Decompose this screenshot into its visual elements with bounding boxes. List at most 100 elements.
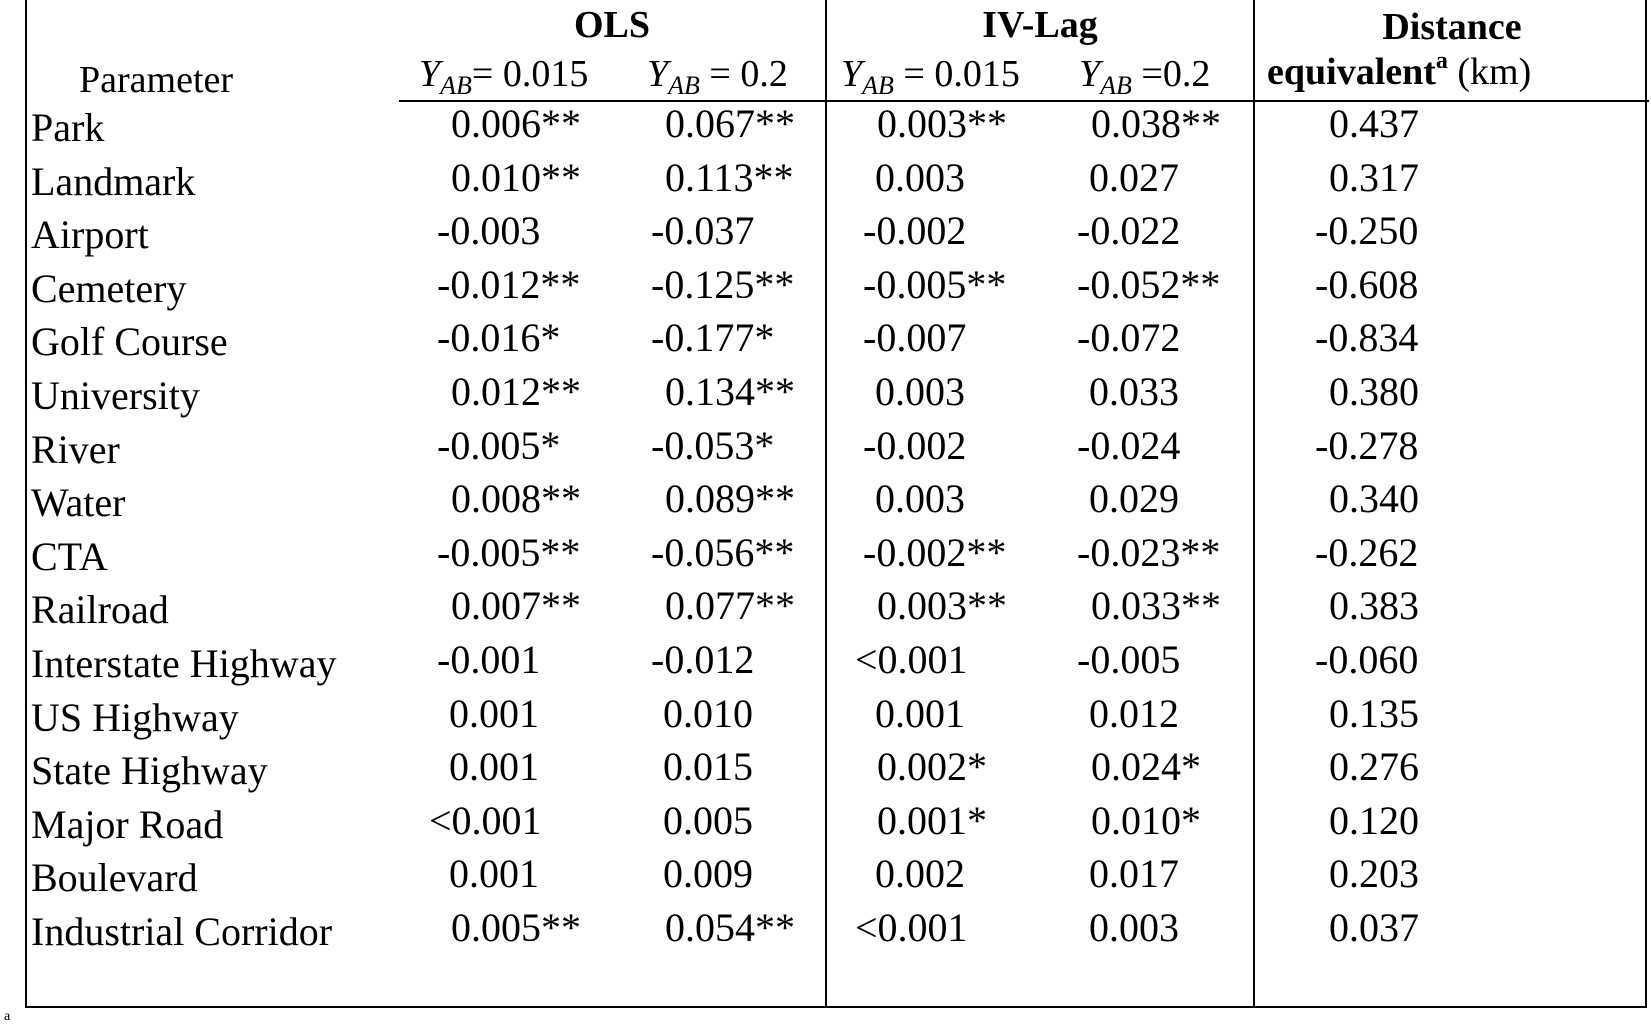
cell-parameter: Park [31,105,105,150]
cell-parameter: US Highway [31,695,239,740]
cell-iv-02: 0.033 [1089,369,1179,414]
cell-iv-0015: -0.002 [863,208,967,253]
cell-ols-0015: 0.001 [449,744,539,789]
cell-iv-0015: 0.001 [875,691,965,736]
cell-iv-0015: 0.003 [875,476,965,521]
y-subscript: AB [862,71,894,100]
cell-ols-02: 0.009 [663,851,753,896]
cell-ols-02: -0.177* [651,315,775,360]
cell-iv-0015: <0.001 [855,637,968,682]
cell-distance: 0.203 [1329,851,1419,896]
cell-parameter: Landmark [31,159,196,204]
footnote-mark: a [4,1009,11,1024]
cell-parameter: Airport [31,212,149,257]
distance-unit-label: (km) [1447,51,1532,93]
cell-ols-0015: 0.007** [451,583,581,628]
cell-distance: -0.262 [1315,530,1419,575]
cell-distance: -0.060 [1315,637,1419,682]
cell-ols-0015: -0.012** [437,262,581,307]
cell-parameter: Cemetery [31,266,187,311]
subheader-ols-0015: YAB= 0.015 [419,50,589,100]
cell-ols-02: 0.077** [665,583,795,628]
cell-iv-02: 0.027 [1089,155,1179,200]
cell-distance: -0.278 [1315,423,1419,468]
subheader-ols-02: YAB = 0.2 [647,50,788,100]
cell-distance: 0.276 [1329,744,1419,789]
cell-iv-02: -0.052** [1077,262,1221,307]
cell-parameter: University [31,373,200,418]
cell-ols-0015: -0.016* [437,315,561,360]
cell-distance: 0.380 [1329,369,1419,414]
subheader-value: = 0.015 [471,53,589,95]
y-subscript: AB [1100,71,1132,100]
footnote-a-marker: a [1435,48,1448,74]
cell-ols-02: 0.089** [665,476,795,521]
cell-iv-0015: -0.005** [863,262,1007,307]
cell-ols-0015: 0.008** [451,476,581,521]
y-symbol: Y [1079,53,1101,95]
cell-iv-02: 0.010* [1091,798,1201,843]
cell-ols-02: 0.134** [665,369,795,414]
cell-iv-02: 0.033** [1091,583,1221,628]
cell-iv-0015: 0.003** [877,583,1007,628]
cell-ols-0015: <0.001 [429,798,542,843]
cell-ols-02: 0.015 [663,744,753,789]
cell-iv-02: 0.024* [1091,744,1201,789]
y-symbol: Y [647,53,669,95]
cell-iv-0015: -0.002** [863,530,1007,575]
group-header-distance: Distance [1382,6,1522,48]
cell-distance: -0.608 [1315,262,1419,307]
cell-parameter: Industrial Corridor [31,909,333,954]
cell-distance: 0.383 [1329,583,1419,628]
cell-distance: 0.340 [1329,476,1419,521]
cell-parameter: Major Road [31,802,224,847]
y-symbol: Y [419,53,441,95]
cell-iv-0015: -0.002 [863,423,967,468]
cell-parameter: Railroad [31,587,169,632]
cell-ols-02: 0.010 [663,691,753,736]
cell-ols-0015: -0.003 [437,208,541,253]
cell-ols-0015: 0.001 [449,851,539,896]
distance-equivalent-label: equivalent [1267,51,1436,93]
cell-iv-02: 0.038** [1091,101,1221,146]
cell-distance: -0.250 [1315,208,1419,253]
cell-iv-0015: 0.003 [875,155,965,200]
cell-ols-02: -0.053* [651,423,775,468]
cell-ols-02: 0.054** [665,905,795,950]
cell-iv-0015: 0.003** [877,101,1007,146]
cell-iv-02: -0.022 [1077,208,1181,253]
y-symbol: Y [841,53,863,95]
subheader-value: = 0.015 [893,53,1020,95]
cell-distance: 0.037 [1329,905,1419,950]
header-rule [399,100,1649,102]
cell-iv-02: 0.029 [1089,476,1179,521]
subheader-iv-0015: YAB = 0.015 [841,50,1020,100]
cell-parameter: State Highway [31,748,268,793]
cell-ols-0015: 0.006** [451,101,581,146]
cell-iv-0015: 0.002* [877,744,987,789]
cell-parameter: River [31,427,120,472]
cell-ols-0015: -0.005* [437,423,561,468]
cell-distance: 0.120 [1329,798,1419,843]
cell-parameter: CTA [31,534,108,579]
distance-equivalent-header: equivalenta (km) [1267,48,1531,96]
parameter-header: Parameter [79,59,234,101]
cell-ols-0015: -0.001 [437,637,541,682]
cell-iv-0015: 0.001* [877,798,987,843]
divider-ols-ivlag [825,0,827,1006]
cell-iv-02: -0.023** [1077,530,1221,575]
cell-iv-02: -0.005 [1077,637,1181,682]
cell-iv-02: -0.072 [1077,315,1181,360]
subheader-iv-02: YAB =0.2 [1079,50,1210,100]
cell-ols-02: 0.067** [665,101,795,146]
cell-ols-0015: 0.010** [451,155,581,200]
divider-ivlag-distance [1253,0,1255,1006]
subheader-value: = 0.2 [699,53,788,95]
y-subscript: AB [668,71,700,100]
y-subscript: AB [440,71,472,100]
cell-parameter: Boulevard [31,855,198,900]
cell-iv-02: 0.003 [1089,905,1179,950]
results-table: OLS IV-Lag Distance equivalenta (km) Par… [25,0,1649,1008]
cell-ols-02: -0.012 [651,637,755,682]
cell-iv-0015: -0.007 [863,315,967,360]
